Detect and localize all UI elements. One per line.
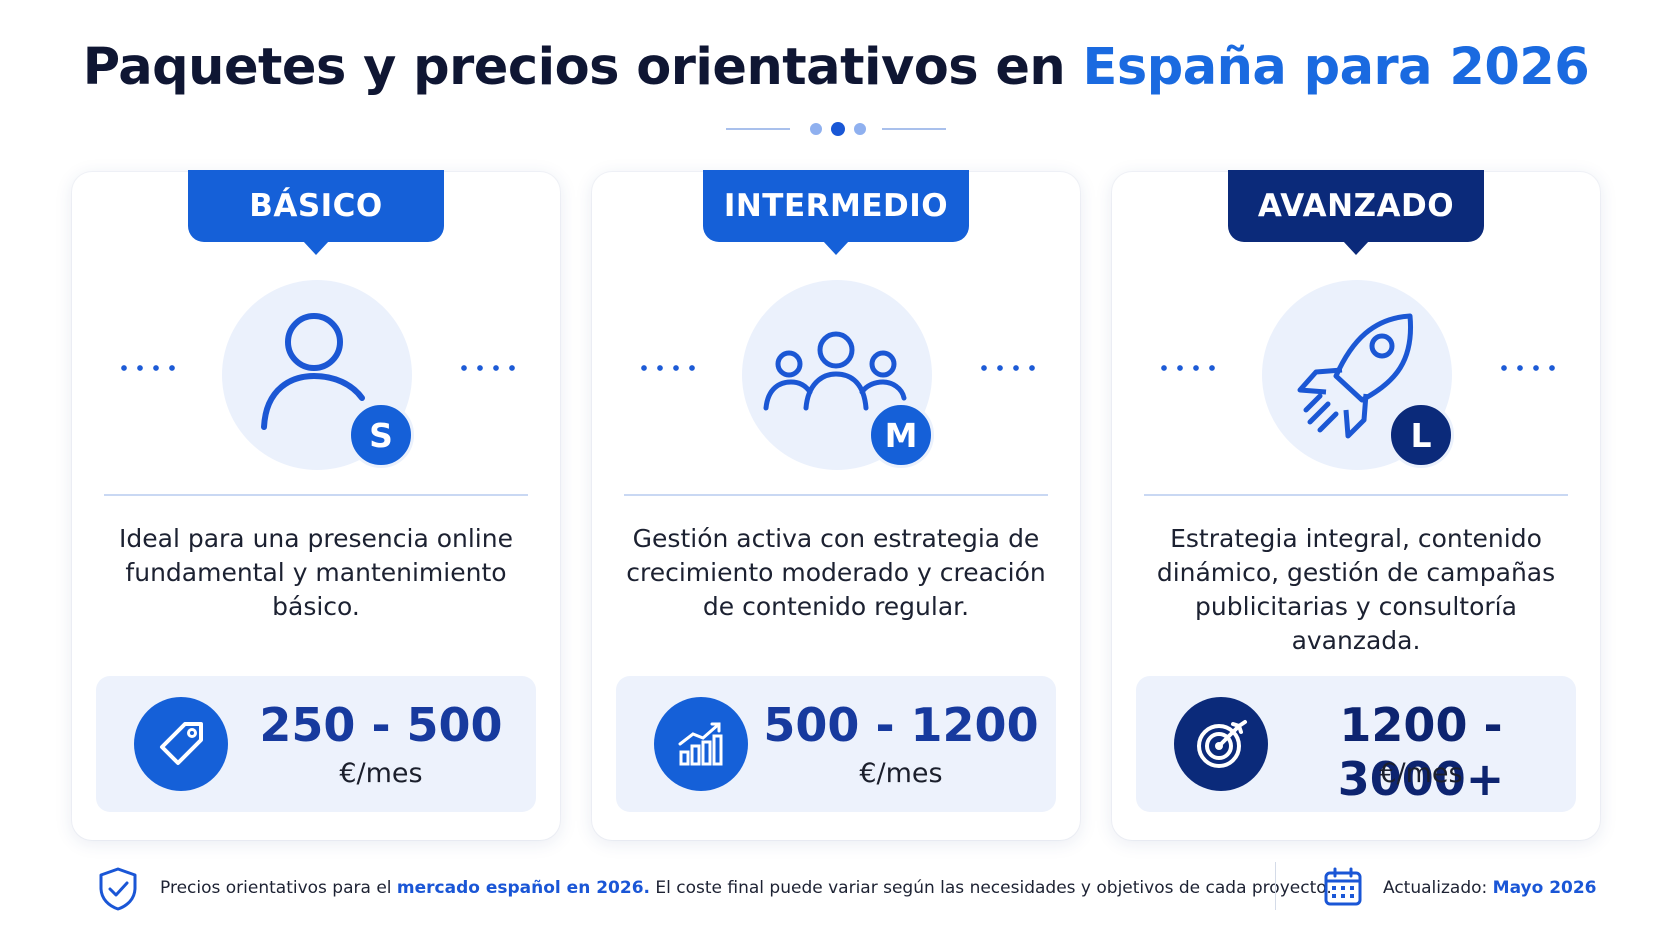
price-box: 1200 - 3000+ €/mes [1136, 676, 1576, 812]
shield-check-icon [99, 867, 137, 911]
price-unit: €/mes [1379, 758, 1463, 789]
footer-note: Precios orientativos para el mercado esp… [160, 878, 1332, 898]
price-unit: €/mes [859, 758, 943, 789]
plan-description: Ideal para una presencia online fundamen… [119, 524, 513, 621]
dots-decoration [1156, 365, 1220, 371]
price-box: 500 - 1200 €/mes [616, 676, 1056, 812]
dots-decoration [976, 365, 1040, 371]
plan-icon-circle: L [1262, 280, 1454, 470]
footer: Precios orientativos para el mercado esp… [0, 858, 1672, 918]
tier-label: BÁSICO [188, 170, 444, 255]
user-icon [261, 313, 365, 430]
rocket-icon [1297, 313, 1414, 439]
card-separator [104, 494, 528, 496]
group-icon [763, 331, 907, 411]
calendar-icon [1324, 867, 1362, 906]
footer-separator [1275, 862, 1276, 910]
target-icon [1174, 697, 1268, 791]
dots-decoration [1496, 365, 1560, 371]
title-highlight: España para 2026 [1082, 38, 1590, 97]
size-badge: M [868, 402, 934, 468]
plan-card-avanzado: AVANZADO L Estrategia integral, contenid… [1112, 170, 1600, 840]
dots-decoration [456, 365, 520, 371]
size-badge: L [1388, 402, 1454, 468]
card-separator [1144, 494, 1568, 496]
plan-description: Gestión activa con estrategia de crecimi… [626, 524, 1046, 621]
updated-date: Actualizado: Mayo 2026 [1383, 878, 1597, 898]
card-separator [624, 494, 1048, 496]
dots-decoration [636, 365, 700, 371]
title-divider [726, 122, 946, 136]
plan-icon-circle: S [222, 280, 414, 470]
tier-label: AVANZADO [1228, 170, 1484, 255]
price-box: 250 - 500 €/mes [96, 676, 536, 812]
price-range: 1200 - 3000+ [1337, 698, 1505, 806]
tier-label: INTERMEDIO [703, 170, 969, 255]
size-badge: S [348, 402, 414, 468]
page-title: Paquetes y precios orientativos en Españ… [0, 38, 1672, 97]
price-tag-icon [134, 697, 228, 791]
title-text: Paquetes y precios orientativos en [82, 38, 1083, 97]
plan-card-basico: BÁSICO S Ideal para una presencia online… [72, 170, 560, 840]
plan-icon-circle: M [742, 280, 934, 470]
price-unit: €/mes [339, 758, 423, 789]
plan-card-intermedio: INTERMEDIO M Gestión activa con estrateg… [592, 170, 1080, 840]
price-range: 500 - 1200 [763, 698, 1039, 752]
plan-description: Estrategia integral, contenido dinámico,… [1156, 524, 1556, 655]
price-range: 250 - 500 [259, 698, 503, 752]
growth-chart-icon [654, 697, 748, 791]
dots-decoration [116, 365, 180, 371]
